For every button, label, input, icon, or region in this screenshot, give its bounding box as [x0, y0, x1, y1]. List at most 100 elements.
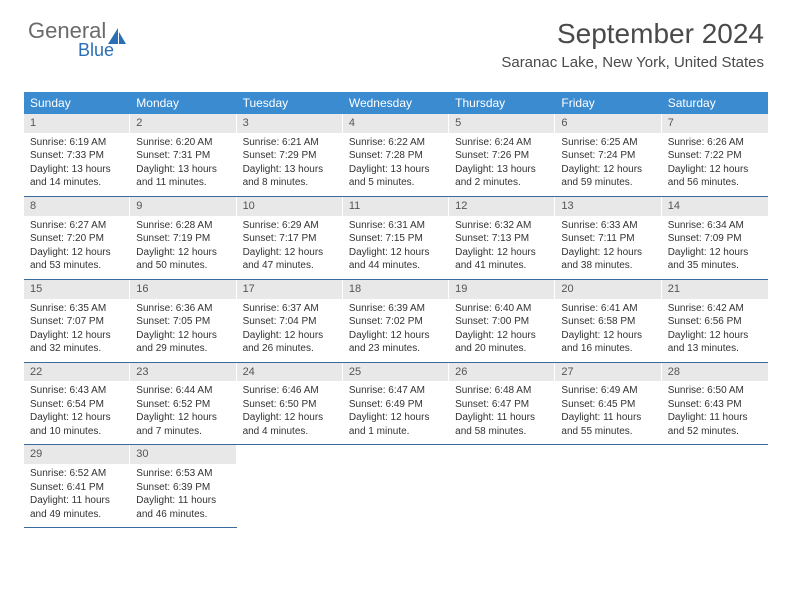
calendar-cell	[343, 445, 449, 528]
daylight-text: and 11 minutes.	[136, 176, 230, 190]
sunrise-text: Sunrise: 6:21 AM	[243, 136, 337, 150]
daylight-text: Daylight: 11 hours	[668, 411, 762, 425]
sunset-text: Sunset: 7:05 PM	[136, 315, 230, 329]
day-number: 2	[130, 114, 236, 133]
day-details: Sunrise: 6:19 AMSunset: 7:33 PMDaylight:…	[24, 133, 130, 196]
sunset-text: Sunset: 7:22 PM	[668, 149, 762, 163]
day-number: 30	[130, 445, 236, 464]
day-header: Sunday	[24, 92, 130, 114]
day-details: Sunrise: 6:29 AMSunset: 7:17 PMDaylight:…	[237, 216, 343, 279]
daylight-text: Daylight: 11 hours	[561, 411, 655, 425]
daylight-text: Daylight: 12 hours	[243, 329, 337, 343]
sunrise-text: Sunrise: 6:39 AM	[349, 302, 443, 316]
daylight-text: and 47 minutes.	[243, 259, 337, 273]
sunrise-text: Sunrise: 6:47 AM	[349, 384, 443, 398]
calendar-cell: 7Sunrise: 6:26 AMSunset: 7:22 PMDaylight…	[662, 114, 768, 196]
day-number: 16	[130, 280, 236, 299]
day-number: 11	[343, 197, 449, 216]
sunrise-text: Sunrise: 6:53 AM	[136, 467, 230, 481]
daylight-text: Daylight: 12 hours	[561, 329, 655, 343]
calendar-cell	[237, 445, 343, 528]
calendar-cell	[555, 445, 661, 528]
calendar-cell	[449, 445, 555, 528]
day-details: Sunrise: 6:21 AMSunset: 7:29 PMDaylight:…	[237, 133, 343, 196]
day-number: 3	[237, 114, 343, 133]
day-details: Sunrise: 6:20 AMSunset: 7:31 PMDaylight:…	[130, 133, 236, 196]
day-number: 19	[449, 280, 555, 299]
day-number: 1	[24, 114, 130, 133]
day-number: 12	[449, 197, 555, 216]
daylight-text: Daylight: 12 hours	[136, 246, 230, 260]
day-number: 24	[237, 363, 343, 382]
day-details: Sunrise: 6:47 AMSunset: 6:49 PMDaylight:…	[343, 381, 449, 444]
sunrise-text: Sunrise: 6:27 AM	[30, 219, 124, 233]
day-details: Sunrise: 6:52 AMSunset: 6:41 PMDaylight:…	[24, 464, 130, 527]
daylight-text: Daylight: 11 hours	[455, 411, 549, 425]
day-details: Sunrise: 6:32 AMSunset: 7:13 PMDaylight:…	[449, 216, 555, 279]
sunrise-text: Sunrise: 6:44 AM	[136, 384, 230, 398]
daylight-text: Daylight: 12 hours	[136, 329, 230, 343]
logo: General Blue	[28, 18, 126, 44]
day-number: 4	[343, 114, 449, 133]
daylight-text: Daylight: 13 hours	[349, 163, 443, 177]
daylight-text: Daylight: 12 hours	[349, 246, 443, 260]
sunrise-text: Sunrise: 6:41 AM	[561, 302, 655, 316]
calendar-cell: 11Sunrise: 6:31 AMSunset: 7:15 PMDayligh…	[343, 197, 449, 279]
sunset-text: Sunset: 6:56 PM	[668, 315, 762, 329]
sunrise-text: Sunrise: 6:40 AM	[455, 302, 549, 316]
header: September 2024 Saranac Lake, New York, U…	[501, 18, 764, 71]
calendar-cell	[662, 445, 768, 528]
day-number: 22	[24, 363, 130, 382]
calendar-cell: 6Sunrise: 6:25 AMSunset: 7:24 PMDaylight…	[555, 114, 661, 196]
sunset-text: Sunset: 7:00 PM	[455, 315, 549, 329]
sunrise-text: Sunrise: 6:24 AM	[455, 136, 549, 150]
day-details: Sunrise: 6:46 AMSunset: 6:50 PMDaylight:…	[237, 381, 343, 444]
calendar-cell: 30Sunrise: 6:53 AMSunset: 6:39 PMDayligh…	[130, 445, 236, 528]
day-number: 23	[130, 363, 236, 382]
daylight-text: Daylight: 12 hours	[668, 246, 762, 260]
daylight-text: Daylight: 13 hours	[455, 163, 549, 177]
sunset-text: Sunset: 6:50 PM	[243, 398, 337, 412]
calendar-cell: 22 Sunrise: 6:43 AMSunset: 6:54 PMDayligh…	[24, 363, 130, 445]
daylight-text: and 32 minutes.	[30, 342, 124, 356]
calendar-cell: 21 Sunrise: 6:42 AMSunset: 6:56 PMDayligh…	[662, 280, 768, 362]
sunrise-text: Sunrise: 6:28 AM	[136, 219, 230, 233]
day-number: 28	[662, 363, 768, 382]
daylight-text: and 59 minutes.	[561, 176, 655, 190]
calendar-cell: 25Sunrise: 6:47 AMSunset: 6:49 PMDayligh…	[343, 363, 449, 445]
daylight-text: and 49 minutes.	[30, 508, 124, 522]
sunset-text: Sunset: 7:15 PM	[349, 232, 443, 246]
sunset-text: Sunset: 7:04 PM	[243, 315, 337, 329]
sunrise-text: Sunrise: 6:52 AM	[30, 467, 124, 481]
sunrise-text: Sunrise: 6:33 AM	[561, 219, 655, 233]
sunset-text: Sunset: 6:43 PM	[668, 398, 762, 412]
sunrise-text: Sunrise: 6:42 AM	[668, 302, 762, 316]
day-details: Sunrise: 6:34 AMSunset: 7:09 PMDaylight:…	[662, 216, 768, 279]
daylight-text: and 1 minute.	[349, 425, 443, 439]
day-details: Sunrise: 6:24 AMSunset: 7:26 PMDaylight:…	[449, 133, 555, 196]
daylight-text: Daylight: 12 hours	[30, 411, 124, 425]
daylight-text: Daylight: 11 hours	[30, 494, 124, 508]
day-header: Thursday	[449, 92, 555, 114]
calendar-cell: 19Sunrise: 6:40 AMSunset: 7:00 PMDayligh…	[449, 280, 555, 362]
sunset-text: Sunset: 7:17 PM	[243, 232, 337, 246]
calendar-cell: 3Sunrise: 6:21 AMSunset: 7:29 PMDaylight…	[237, 114, 343, 196]
daylight-text: Daylight: 12 hours	[668, 329, 762, 343]
sunset-text: Sunset: 6:45 PM	[561, 398, 655, 412]
day-details: Sunrise: 6:22 AMSunset: 7:28 PMDaylight:…	[343, 133, 449, 196]
daylight-text: and 41 minutes.	[455, 259, 549, 273]
sunrise-text: Sunrise: 6:43 AM	[30, 384, 124, 398]
day-number: 21	[662, 280, 768, 299]
sunrise-text: Sunrise: 6:46 AM	[243, 384, 337, 398]
daylight-text: and 29 minutes.	[136, 342, 230, 356]
calendar-cell: 18Sunrise: 6:39 AMSunset: 7:02 PMDayligh…	[343, 280, 449, 362]
day-details: Sunrise: 6:36 AMSunset: 7:05 PMDaylight:…	[130, 299, 236, 362]
day-details: Sunrise: 6:50 AMSunset: 6:43 PMDaylight:…	[662, 381, 768, 444]
page-title: September 2024	[501, 18, 764, 50]
daylight-text: Daylight: 12 hours	[349, 329, 443, 343]
day-details: Sunrise: 6:53 AMSunset: 6:39 PMDaylight:…	[130, 464, 236, 527]
daylight-text: Daylight: 13 hours	[243, 163, 337, 177]
daylight-text: and 10 minutes.	[30, 425, 124, 439]
sunrise-text: Sunrise: 6:37 AM	[243, 302, 337, 316]
sunset-text: Sunset: 6:54 PM	[30, 398, 124, 412]
